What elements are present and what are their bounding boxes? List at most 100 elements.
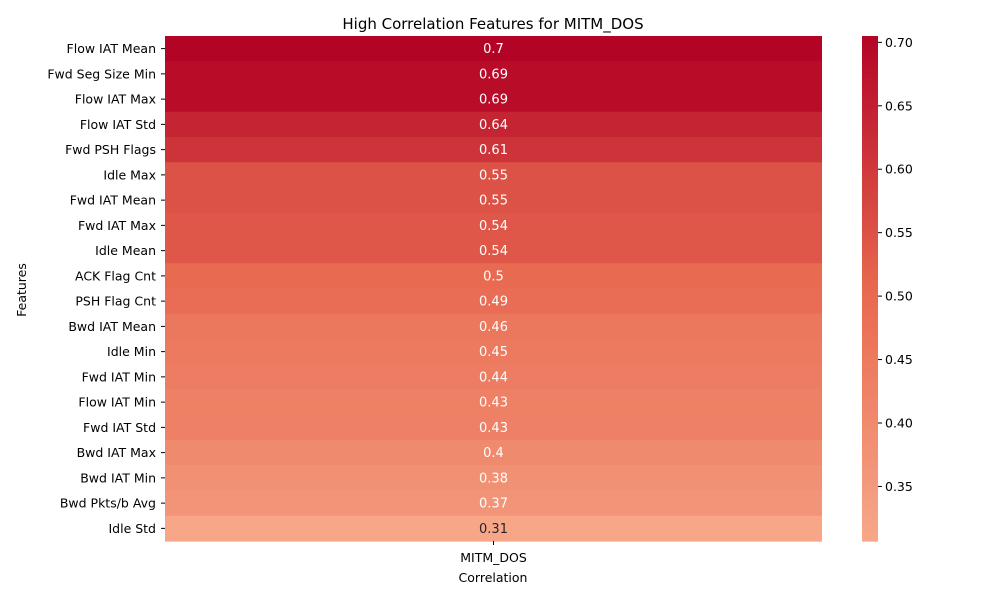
heatmap-cells: 0.7 0.69 0.69 0.64 0.61 0.55 0.55 0.54 0.54 0.5 0.…: [165, 36, 822, 542]
row-label: Bwd IAT Min: [80, 470, 156, 485]
cell-value-label: 0.54: [479, 244, 508, 259]
heatmap-cell: [165, 111, 822, 138]
cell-value-label: 0.37: [479, 497, 508, 512]
cell-value-label: 0.43: [479, 396, 508, 411]
colorbar-segment: [862, 267, 878, 273]
colorbar-segment: [862, 103, 878, 109]
x-axis-label: Correlation: [459, 570, 528, 585]
heatmap-cell: [165, 61, 822, 88]
colorbar-segment: [862, 271, 878, 277]
colorbar-segment: [862, 528, 878, 534]
colorbar-segment: [862, 174, 878, 180]
column-label: MITM_DOS: [460, 550, 527, 565]
colorbar-segment: [862, 305, 878, 311]
colorbar-segment: [862, 36, 878, 41]
row-label: Bwd IAT Max: [77, 445, 156, 460]
heatmap-cell: [165, 162, 822, 189]
row-label: Flow IAT Mean: [67, 41, 156, 56]
heatmap-cell: [165, 36, 822, 62]
colorbar-segment: [862, 494, 878, 500]
colorbar-segment: [862, 61, 878, 67]
colorbar-segment: [862, 107, 878, 113]
cell-value-label: 0.69: [479, 67, 508, 82]
heatmap-cell: [165, 86, 822, 113]
colorbar-segment: [862, 233, 878, 239]
colorbar-segment: [862, 288, 878, 294]
colorbar-segment: [862, 372, 878, 378]
colorbar-segment: [862, 490, 878, 496]
colorbar-segment: [862, 280, 878, 285]
colorbar-segment: [862, 204, 878, 210]
colorbar-segment: [862, 402, 878, 407]
row-label: Idle Min: [107, 344, 156, 359]
colorbar-segment: [862, 515, 878, 521]
heatmap-cell: [165, 288, 822, 315]
colorbar-segment: [862, 309, 878, 315]
heatmap-cell: [165, 414, 822, 441]
colorbar-segment: [862, 229, 878, 235]
colorbar-segment: [862, 183, 878, 189]
row-label: Idle Std: [108, 521, 156, 536]
colorbar-segment: [862, 461, 878, 466]
colorbar-segment: [862, 90, 878, 96]
row-label: Flow IAT Min: [78, 395, 156, 410]
colorbar-segment: [862, 507, 878, 513]
colorbar-segment: [862, 511, 878, 517]
cell-value-label: 0.64: [479, 118, 508, 133]
colorbar-segment: [862, 242, 878, 248]
colorbar-segment: [862, 259, 878, 264]
colorbar-tick-label: 0.60: [885, 162, 913, 177]
row-label: Fwd IAT Max: [78, 218, 156, 233]
cell-value-label: 0.45: [479, 345, 508, 360]
colorbar-segment: [862, 69, 878, 75]
colorbar-tick-label: 0.65: [885, 98, 913, 113]
colorbar-segment: [862, 153, 878, 159]
colorbar-segment: [862, 263, 878, 269]
colorbar-segment: [862, 498, 878, 504]
colorbar-segment: [862, 448, 878, 454]
cell-value-label: 0.38: [479, 471, 508, 486]
colorbar-segment: [862, 503, 878, 508]
colorbar-segment: [862, 115, 878, 121]
colorbar-segment: [862, 389, 878, 395]
colorbar-segment: [862, 334, 878, 340]
colorbar-segment: [862, 440, 878, 445]
colorbar-segment: [862, 94, 878, 100]
colorbar-segment: [862, 330, 878, 336]
colorbar-segment: [862, 200, 878, 205]
colorbar-tick-label: 0.35: [885, 479, 913, 494]
colorbar-segment: [862, 313, 878, 319]
cell-value-label: 0.61: [479, 143, 508, 158]
cell-value-label: 0.43: [479, 421, 508, 436]
colorbar-segment: [862, 418, 878, 424]
colorbar-segment: [862, 351, 878, 357]
colorbar-segment: [862, 414, 878, 420]
colorbar-segment: [862, 132, 878, 138]
colorbar-segment: [862, 86, 878, 92]
colorbar-segment: [862, 423, 878, 428]
row-label: Fwd Seg Size Min: [47, 66, 156, 81]
colorbar-segment: [862, 52, 878, 58]
cell-value-label: 0.49: [479, 295, 508, 310]
heatmap-cell: [165, 465, 822, 492]
colorbar-segment: [862, 40, 878, 46]
colorbar-segment: [862, 536, 878, 542]
colorbar-segment: [862, 145, 878, 151]
colorbar-segment: [862, 166, 878, 172]
colorbar-segment: [862, 208, 878, 214]
colorbar-segment: [862, 431, 878, 437]
colorbar-segment: [862, 162, 878, 168]
colorbar-tick-label: 0.55: [885, 225, 913, 240]
colorbar-segment: [862, 225, 878, 231]
column-labels: MITM_DOS: [460, 541, 527, 565]
heatmap-cell: [165, 212, 822, 239]
row-label: Idle Mean: [95, 243, 156, 258]
heatmap-cell: [165, 187, 822, 214]
colorbar-segment: [862, 111, 878, 117]
heatmap-cell: [165, 263, 822, 290]
colorbar-segment: [862, 158, 878, 163]
heatmap-cell: [165, 137, 822, 163]
colorbar-segment: [862, 179, 878, 184]
colorbar-segment: [862, 216, 878, 222]
